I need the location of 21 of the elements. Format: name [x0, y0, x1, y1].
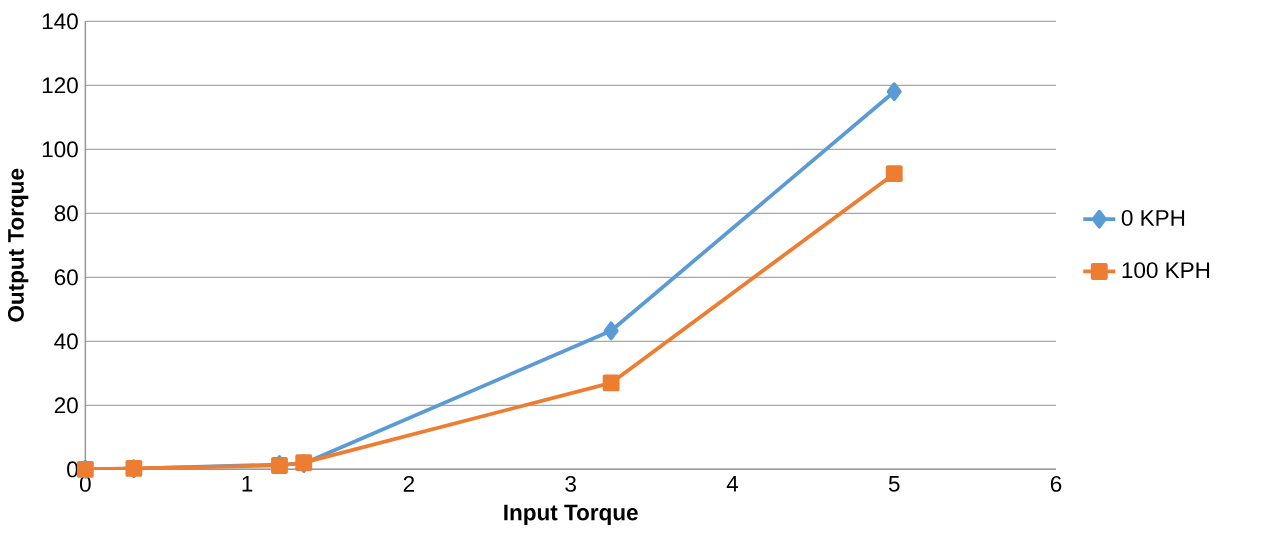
y-tick-label: 140: [42, 13, 78, 30]
y-tick-label: 20: [54, 397, 78, 414]
legend-label: 0 KPH: [1121, 210, 1185, 227]
point: [603, 321, 619, 341]
y-tick-label: 60: [54, 269, 78, 286]
point: [602, 374, 620, 392]
y-tick-label: 40: [54, 333, 78, 350]
x-tick-label: 4: [726, 476, 739, 492]
x-tick-label: 1: [242, 476, 253, 492]
point: [885, 165, 903, 183]
x-tick-label: 3: [565, 476, 576, 493]
y-tick-label: 100: [42, 141, 78, 158]
y-tick-label: 120: [42, 77, 78, 94]
y-tick-label: 80: [54, 205, 78, 222]
x-tick-label: 2: [403, 476, 415, 492]
legend-label: 100 KPH: [1122, 262, 1210, 279]
point: [886, 82, 902, 102]
x-tick-label: 5: [888, 476, 900, 492]
x-axis-title: Input Torque: [504, 504, 638, 526]
x-tick-label: 6: [1050, 476, 1062, 493]
y-axis-title: Output Torque: [7, 168, 29, 322]
